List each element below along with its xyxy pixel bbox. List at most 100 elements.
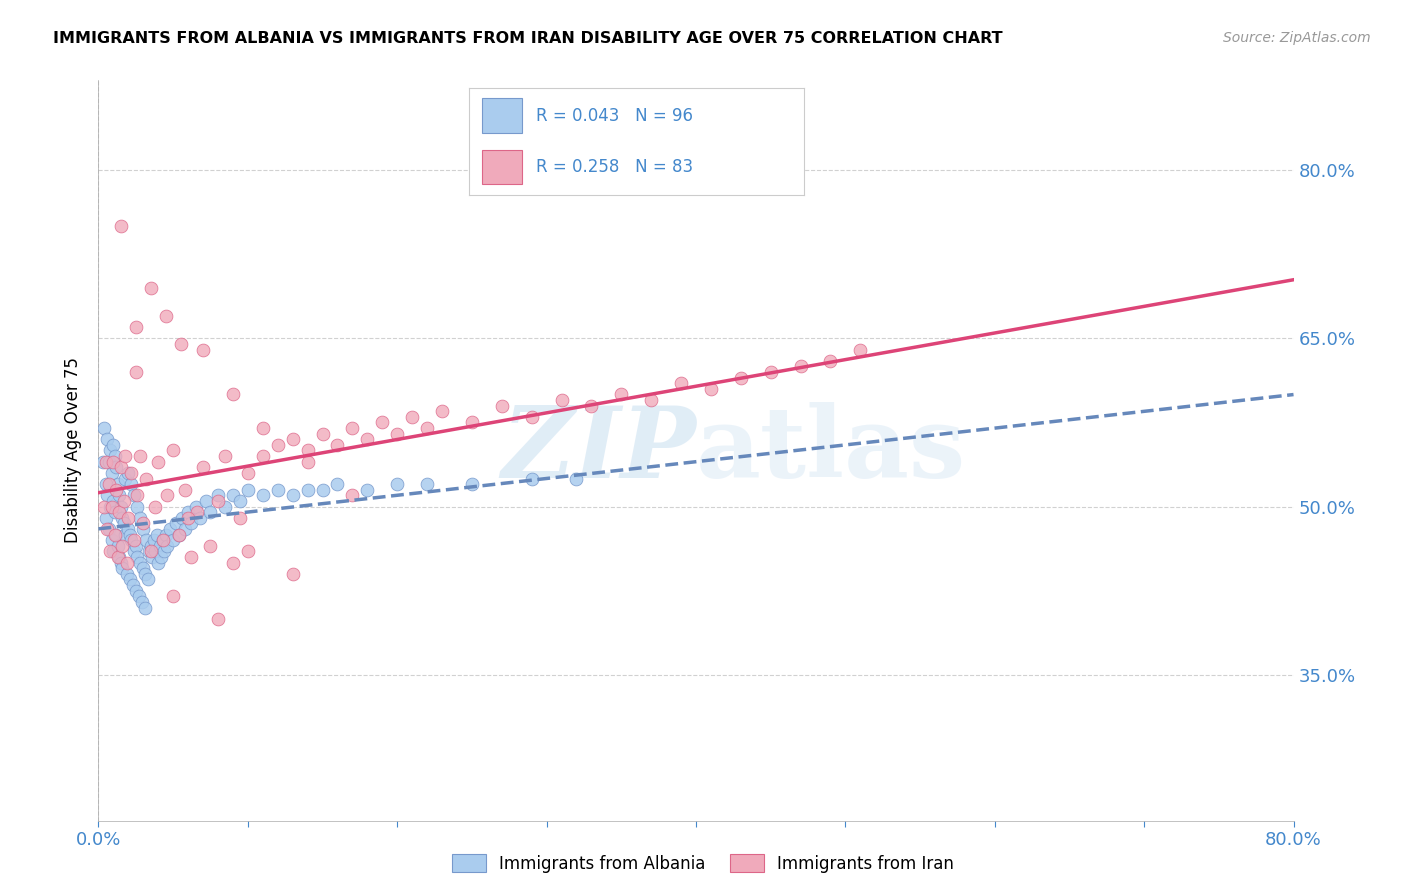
Point: [127, 549, 149, 564]
Point: [93, 500, 115, 514]
Point: [114, 449, 136, 463]
Point: [188, 510, 211, 524]
Point: [200, 505, 222, 519]
Point: [267, 483, 290, 497]
Point: [117, 466, 139, 480]
Point: [281, 488, 304, 502]
Point: [214, 449, 236, 463]
Point: [297, 455, 319, 469]
Point: [162, 533, 184, 548]
Point: [98, 500, 122, 514]
Point: [222, 488, 245, 502]
Point: [110, 460, 132, 475]
Point: [162, 443, 184, 458]
Point: [252, 421, 274, 435]
Text: ZIP: ZIP: [501, 402, 696, 499]
Point: [730, 370, 752, 384]
Point: [461, 416, 484, 430]
Point: [430, 404, 453, 418]
Point: [134, 600, 156, 615]
Point: [148, 455, 170, 469]
Point: [222, 556, 245, 570]
Point: [222, 387, 245, 401]
Point: [236, 544, 259, 558]
Point: [96, 488, 118, 502]
Point: [236, 483, 259, 497]
Point: [129, 556, 152, 570]
Point: [101, 500, 124, 514]
Point: [167, 527, 190, 541]
Point: [401, 409, 423, 424]
Point: [105, 483, 128, 497]
Point: [236, 466, 259, 480]
Point: [118, 573, 141, 587]
Point: [94, 510, 117, 524]
Point: [121, 578, 143, 592]
Point: [120, 466, 142, 480]
Point: [207, 494, 229, 508]
Point: [115, 556, 138, 570]
Point: [125, 365, 148, 379]
Point: [103, 544, 125, 558]
Point: [700, 382, 723, 396]
Point: [177, 510, 200, 524]
Point: [229, 494, 252, 508]
Legend: Immigrants from Albania, Immigrants from Iran: Immigrants from Albania, Immigrants from…: [446, 847, 960, 880]
Point: [94, 477, 117, 491]
Point: [132, 516, 155, 531]
Point: [153, 544, 176, 558]
Point: [191, 343, 214, 357]
Point: [180, 516, 202, 531]
Point: [124, 488, 146, 502]
Point: [191, 460, 214, 475]
Text: atlas: atlas: [696, 402, 966, 499]
Point: [297, 443, 319, 458]
Point: [103, 438, 125, 452]
Point: [114, 471, 136, 485]
Point: [520, 471, 543, 485]
Point: [97, 455, 120, 469]
Point: [129, 510, 152, 524]
Point: [610, 387, 633, 401]
Point: [229, 510, 252, 524]
Point: [120, 533, 142, 548]
Point: [759, 365, 782, 379]
Point: [640, 392, 662, 407]
Point: [311, 483, 333, 497]
Point: [416, 421, 439, 435]
Point: [131, 595, 153, 609]
Point: [115, 566, 138, 581]
Point: [136, 573, 159, 587]
Point: [789, 359, 811, 374]
Point: [132, 522, 155, 536]
Point: [98, 544, 122, 558]
Point: [342, 488, 364, 502]
Point: [165, 516, 187, 531]
Point: [252, 449, 274, 463]
Point: [195, 494, 218, 508]
Point: [127, 488, 149, 502]
Point: [342, 421, 364, 435]
Point: [93, 421, 115, 435]
Point: [96, 522, 118, 536]
Point: [105, 460, 128, 475]
Point: [112, 516, 135, 531]
Point: [139, 544, 162, 558]
Point: [108, 488, 131, 502]
Point: [143, 544, 166, 558]
Point: [103, 455, 125, 469]
Point: [148, 556, 170, 570]
Point: [129, 449, 152, 463]
Point: [356, 432, 378, 446]
Point: [156, 539, 179, 553]
Point: [581, 399, 603, 413]
Point: [98, 443, 122, 458]
Point: [125, 583, 148, 598]
Point: [180, 549, 202, 564]
Point: [135, 533, 157, 548]
Point: [120, 477, 142, 491]
Point: [104, 505, 127, 519]
Point: [267, 438, 290, 452]
Point: [311, 426, 333, 441]
Point: [143, 500, 166, 514]
